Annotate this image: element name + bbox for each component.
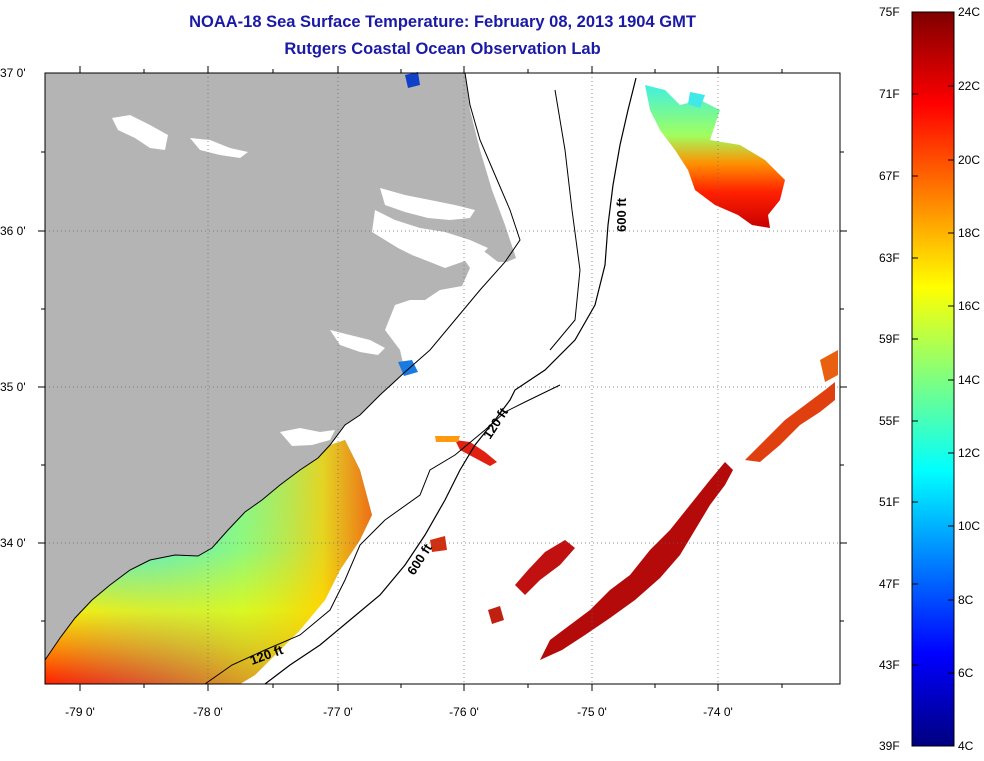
coastal-sst-warm-edge — [45, 440, 372, 684]
colorbar-c-label: 20C — [958, 153, 981, 167]
colorbar-f-label: 75F — [879, 5, 900, 19]
pamlico-sound — [372, 210, 488, 268]
lon-label-74: -74 0' — [703, 705, 733, 719]
blue-spot-north — [405, 72, 420, 88]
outer-banks — [549, 89, 581, 351]
colorbar-c-label: 12C — [958, 446, 981, 460]
contour-120ft — [204, 384, 561, 685]
contour-600ft — [264, 77, 637, 685]
colorbar-f-label: 55F — [879, 414, 900, 428]
colorbar-c-label: 18C — [958, 226, 981, 240]
lat-label-37: 37 0' — [0, 66, 26, 80]
lon-label-77: -77 0' — [323, 705, 353, 719]
colorbar-f-label: 51F — [879, 495, 900, 509]
colorbar-f-label: 39F — [879, 739, 900, 753]
colorbar-c-label: 24C — [958, 5, 981, 19]
graticule — [45, 73, 840, 684]
colorbar-f-label: 63F — [879, 251, 900, 265]
map-subtitle: Rutgers Coastal Ocean Observation Lab — [284, 40, 601, 58]
colorbar-c-label: 10C — [958, 519, 981, 533]
colorbar-c-label: 22C — [958, 79, 981, 93]
colorbar-c-label: 16C — [958, 299, 981, 313]
warm-eddy-south — [515, 540, 575, 595]
colorbar-ticks — [912, 85, 954, 674]
colorbar-c-label: 14C — [958, 373, 981, 387]
colorbar-f-label: 71F — [879, 87, 900, 101]
gulf-stream-edge-2 — [820, 350, 838, 382]
colorbar-f-label: 59F — [879, 332, 900, 346]
map-title: NOAA-18 Sea Surface Temperature: Februar… — [189, 13, 696, 31]
colorbar — [911, 11, 955, 747]
neuse-river — [330, 330, 385, 355]
colorbar-c-label: 8C — [958, 593, 974, 607]
inland-lake — [112, 115, 168, 150]
lon-label-79: -79 0' — [65, 705, 95, 719]
colorbar-f-label: 67F — [879, 169, 900, 183]
contour-label-600ft-north: 600 ft — [614, 197, 629, 232]
colorbar-f-label: 43F — [879, 658, 900, 672]
gulf-stream-filament — [540, 462, 733, 660]
lat-label-36: 36 0' — [0, 224, 26, 238]
coastline — [44, 72, 521, 661]
warm-spot-1 — [488, 606, 504, 624]
lon-label-76: -76 0' — [449, 705, 479, 719]
blue-spot-sound — [398, 360, 418, 376]
lon-label-75: -75 0' — [577, 705, 607, 719]
map-frame — [44, 72, 841, 685]
northeast-sst-patch — [645, 85, 785, 228]
inland-lake-2 — [190, 138, 248, 158]
lat-label-34: 34 0' — [0, 536, 26, 550]
lon-label-78: -78 0' — [193, 705, 223, 719]
lat-label-35: 35 0' — [0, 380, 26, 394]
colorbar-c-label: 6C — [958, 666, 974, 680]
northeast-sst-stub — [688, 92, 705, 108]
albemarle-sound — [380, 188, 475, 220]
colorbar-f-label: 47F — [879, 577, 900, 591]
warm-spot-2 — [430, 536, 447, 552]
land-mass — [45, 73, 516, 660]
colorbar-c-label: 4C — [958, 739, 974, 753]
gulf-stream-edge — [745, 382, 835, 462]
core-sound — [280, 428, 335, 446]
axis-ticks — [38, 66, 847, 691]
warm-eddy-stub — [435, 436, 460, 442]
